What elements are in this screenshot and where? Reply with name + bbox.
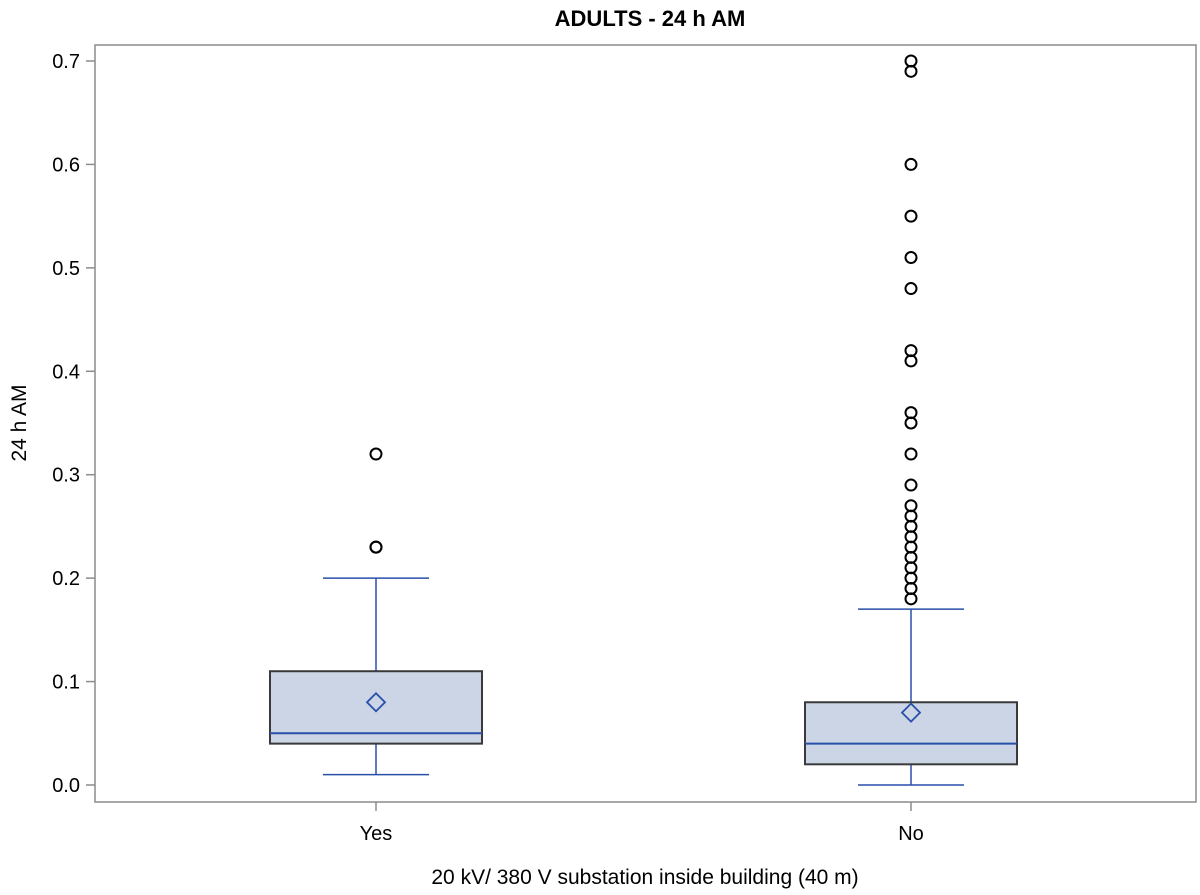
chart-title: ADULTS - 24 h AM	[555, 6, 746, 31]
y-tick-label: 0.3	[52, 465, 80, 487]
y-axis-label: 24 h AM	[8, 384, 31, 461]
y-tick-label: 0.7	[52, 51, 80, 73]
plot-area-frame	[94, 44, 1197, 803]
y-axis: 0.0 0.1 0.2 0.3 0.4 0.5 0.6 0.7	[52, 51, 95, 797]
outlier-point	[904, 54, 918, 68]
box-group-yes	[269, 447, 483, 776]
outlier-point	[904, 478, 918, 492]
mean-marker	[365, 691, 387, 713]
iqr-box	[269, 670, 483, 745]
outlier-point	[904, 499, 918, 513]
y-tick-label: 0.5	[52, 258, 80, 280]
x-axis: Yes No	[360, 802, 924, 845]
outlier-point	[904, 157, 918, 171]
outlier-point	[369, 540, 383, 554]
y-tick-label: 0.4	[52, 361, 80, 383]
outlier-point	[904, 251, 918, 265]
iqr-box	[804, 701, 1018, 766]
outlier-point	[904, 209, 918, 223]
box-series	[269, 54, 1018, 786]
x-axis-label: 20 kV/ 380 V substation inside building …	[431, 866, 858, 889]
y-tick-label: 0.6	[52, 154, 80, 176]
outlier-point	[904, 447, 918, 461]
y-tick-label: 0.0	[52, 775, 80, 797]
x-tick-label: Yes	[360, 823, 393, 845]
y-tick-label: 0.2	[52, 568, 80, 590]
y-tick-label: 0.1	[52, 672, 80, 694]
outlier-point	[904, 344, 918, 358]
outlier-point	[904, 282, 918, 296]
x-tick-label: No	[898, 823, 924, 845]
outlier-point	[369, 447, 383, 461]
mean-marker	[900, 702, 922, 723]
box-group-no	[804, 54, 1018, 786]
outlier-point	[904, 406, 918, 420]
